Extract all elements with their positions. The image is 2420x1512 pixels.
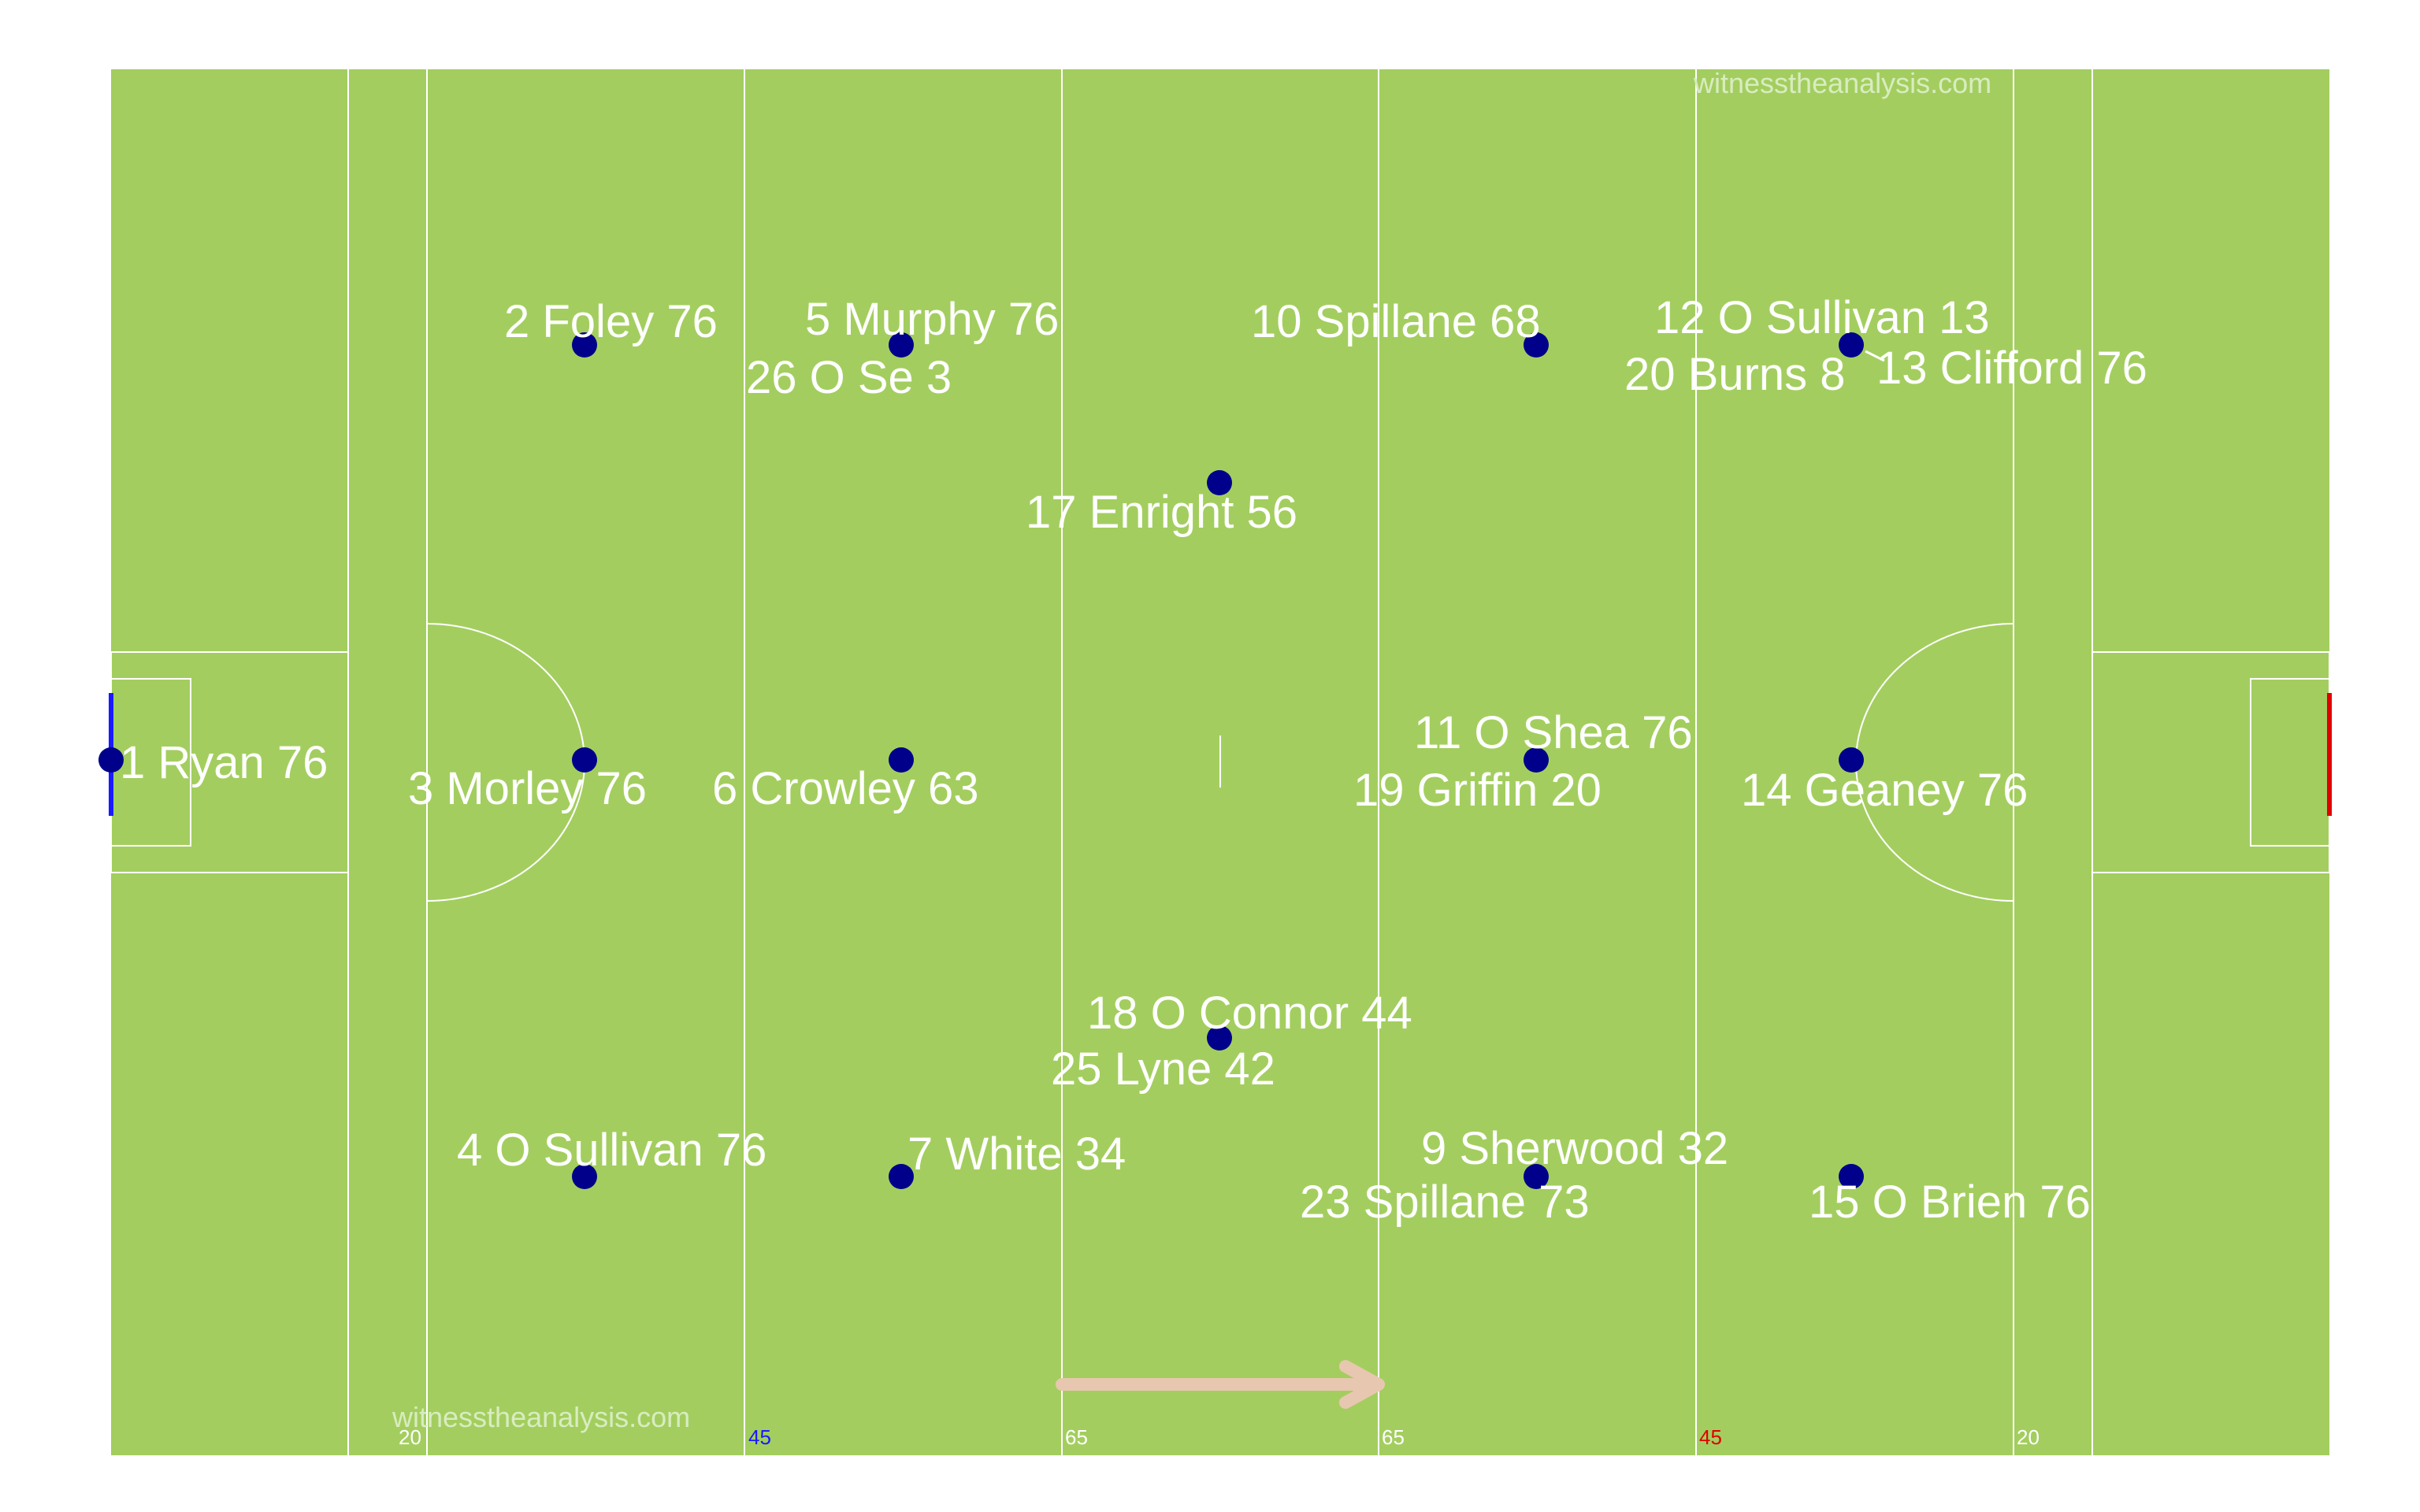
- watermark-top: witnesstheanalysis.com: [1693, 67, 1991, 99]
- player-dot-14: [1839, 747, 1864, 773]
- mark-own-65: 65: [1065, 1425, 1088, 1449]
- player-label: 25 Lyne 42: [1051, 1043, 1275, 1095]
- player-label: 11 O Shea 76: [1414, 707, 1693, 758]
- player-label: 20 Burns 8: [1624, 349, 1846, 400]
- player-dot-17: [1207, 470, 1232, 495]
- mark-opp-20: 20: [2017, 1425, 2040, 1449]
- player-label: 15 O Brien 76: [1809, 1177, 2091, 1228]
- player-dot-5: [889, 332, 914, 358]
- player-dot-12: [1839, 332, 1864, 358]
- player-label: 19 Griffin 20: [1353, 765, 1602, 816]
- player-dot-1: [98, 747, 124, 773]
- player-dot-18: [1207, 1025, 1232, 1051]
- mark-own-20: 20: [399, 1425, 421, 1449]
- player-dots: [98, 332, 1864, 1189]
- player-labels: 1 Ryan 76 2 Foley 76 5 Murphy 76 26 O Se…: [120, 292, 2147, 1228]
- player-label: 10 Spillane 68: [1251, 296, 1541, 347]
- player-dot-10: [1524, 332, 1549, 358]
- player-dot-6: [889, 747, 914, 773]
- player-label: 2 Foley 76: [504, 296, 718, 347]
- player-label: 13 Clifford 76: [1876, 343, 2147, 394]
- label-connector-clifford: [1865, 350, 1885, 362]
- player-label: 14 Geaney 76: [1741, 765, 2028, 816]
- direction-arrow: [1056, 1360, 1385, 1409]
- mark-opp-45: 45: [1699, 1425, 1722, 1449]
- player-label: 6 Crowley 63: [712, 763, 978, 814]
- player-label: 9 Sherwood 32: [1421, 1123, 1728, 1174]
- player-dot-7: [889, 1164, 914, 1189]
- player-dot-4: [572, 1164, 597, 1189]
- player-label: 1 Ryan 76: [120, 737, 328, 788]
- player-dot-15: [1839, 1164, 1864, 1189]
- player-label: 4 O Sullivan 76: [457, 1125, 766, 1176]
- player-dot-11: [1524, 747, 1549, 773]
- player-dot-9: [1524, 1164, 1549, 1189]
- mark-opp-65: 65: [1382, 1425, 1405, 1449]
- player-label: 26 O Se 3: [746, 352, 952, 403]
- line-marks: 20 45 65 65 45 20: [399, 1425, 2040, 1449]
- player-label: 12 O Sullivan 13: [1654, 292, 1990, 343]
- player-dot-3: [572, 747, 597, 773]
- player-label: 18 O Connor 44: [1087, 988, 1412, 1039]
- player-label: 17 Enright 56: [1026, 487, 1297, 538]
- player-label: 23 Spillane 73: [1300, 1177, 1590, 1228]
- player-label: 3 Morley 76: [408, 763, 647, 814]
- player-dot-2: [572, 332, 597, 358]
- player-label: 7 White 34: [908, 1128, 1126, 1180]
- watermark-bottom: witnesstheanalysis.com: [392, 1401, 690, 1433]
- player-label: 5 Murphy 76: [805, 294, 1059, 345]
- mark-own-45: 45: [748, 1425, 771, 1449]
